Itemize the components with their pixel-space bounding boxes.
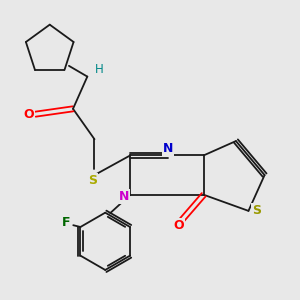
Text: H: H: [94, 63, 103, 76]
Text: O: O: [24, 108, 34, 121]
Text: S: S: [88, 174, 97, 187]
Text: F: F: [62, 216, 70, 229]
Text: N: N: [119, 190, 129, 203]
Text: N: N: [163, 142, 173, 155]
Text: O: O: [173, 219, 184, 232]
Text: S: S: [252, 204, 261, 218]
